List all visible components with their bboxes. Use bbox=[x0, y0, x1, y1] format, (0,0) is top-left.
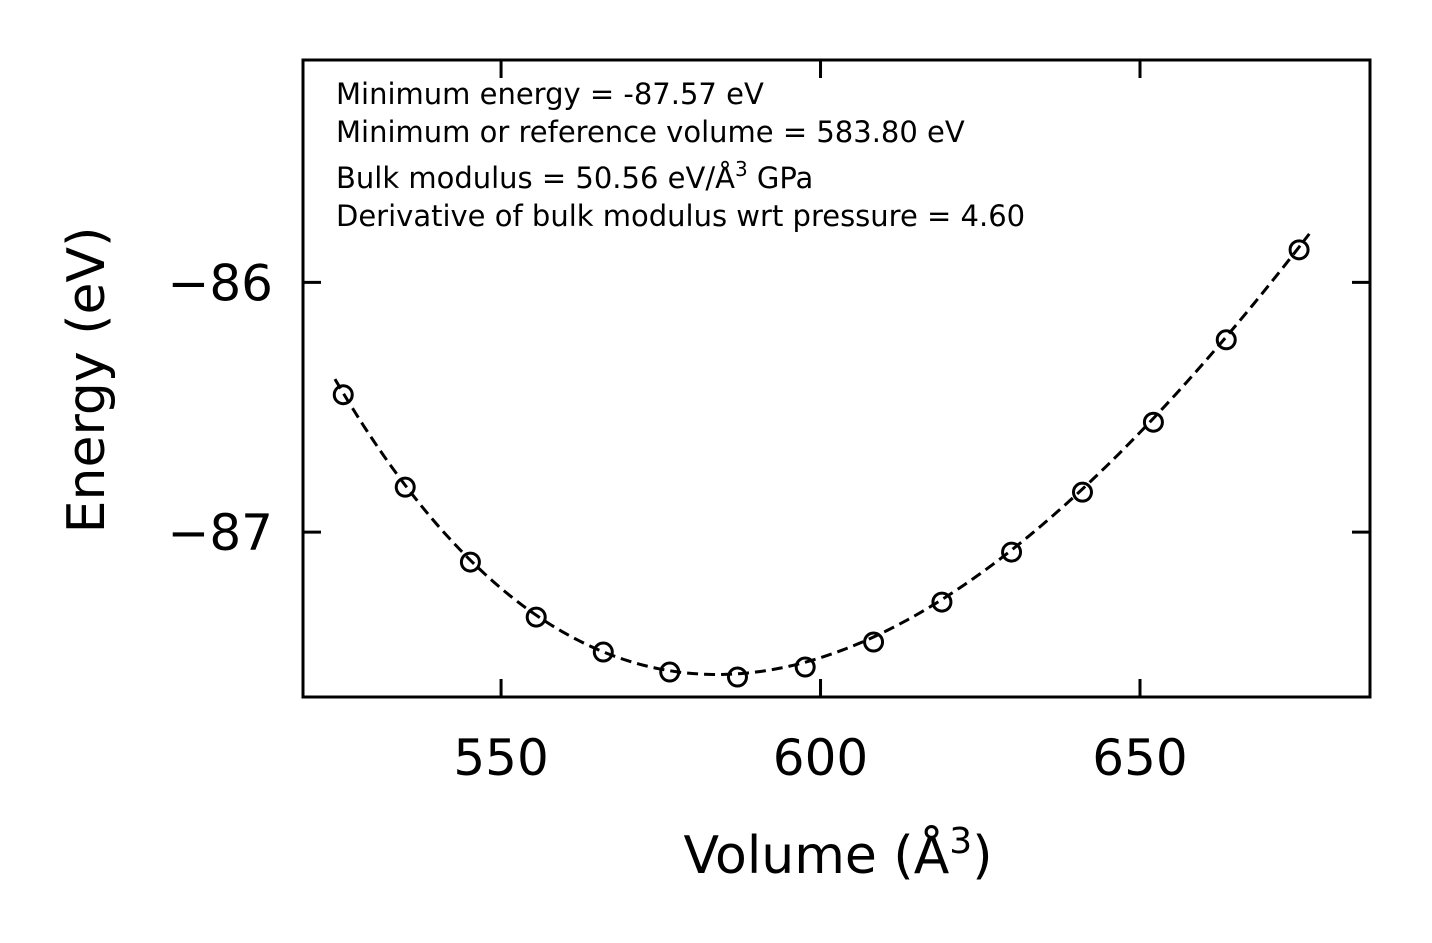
data-point bbox=[931, 591, 953, 613]
data-point bbox=[794, 656, 816, 678]
data-point bbox=[1001, 541, 1023, 563]
x-axis-label: Volume (Å3) bbox=[684, 821, 993, 886]
annotation-derivative: Derivative of bulk modulus wrt pressure … bbox=[336, 199, 1025, 233]
data-point bbox=[332, 384, 354, 406]
data-point bbox=[863, 631, 885, 653]
bulk-modulus-superscript: 3 bbox=[735, 157, 748, 181]
data-point bbox=[592, 641, 614, 663]
x-axis-label-close: ) bbox=[972, 826, 992, 886]
data-point bbox=[726, 666, 748, 688]
y-tick-label: −87 bbox=[167, 504, 273, 562]
data-point bbox=[1142, 411, 1164, 433]
x-tick-label: 550 bbox=[453, 729, 548, 787]
bulk-modulus-unit: GPa bbox=[748, 161, 814, 195]
x-tick-label: 600 bbox=[773, 729, 868, 787]
x-tick-label: 650 bbox=[1092, 729, 1187, 787]
x-axis-label-text: Volume (Å bbox=[684, 824, 950, 886]
data-points-layer bbox=[332, 239, 1310, 688]
ticks-layer: 550 600 650 −86 −87 bbox=[167, 60, 1370, 787]
data-point bbox=[1288, 239, 1310, 261]
y-axis-label: Energy (eV) bbox=[57, 227, 117, 534]
annotation-min-volume: Minimum or reference volume = 583.80 eV bbox=[336, 115, 965, 149]
data-point bbox=[525, 606, 547, 628]
data-point bbox=[394, 476, 416, 498]
data-point bbox=[459, 551, 481, 573]
data-point bbox=[1215, 329, 1237, 351]
x-axis-label-superscript: 3 bbox=[949, 821, 972, 862]
data-point bbox=[1071, 481, 1093, 503]
fit-line bbox=[333, 232, 1311, 677]
bulk-modulus-text: Bulk modulus = 50.56 eV/Å bbox=[336, 161, 735, 195]
plot-frame bbox=[301, 58, 1372, 699]
data-point bbox=[659, 661, 681, 683]
y-tick-label: −86 bbox=[167, 254, 273, 312]
annotation-min-energy: Minimum energy = -87.57 eV bbox=[336, 77, 764, 111]
annotation-bulk-modulus: Bulk modulus = 50.56 eV/Å3 GPa bbox=[336, 157, 813, 195]
fit-curve-layer bbox=[333, 232, 1311, 677]
